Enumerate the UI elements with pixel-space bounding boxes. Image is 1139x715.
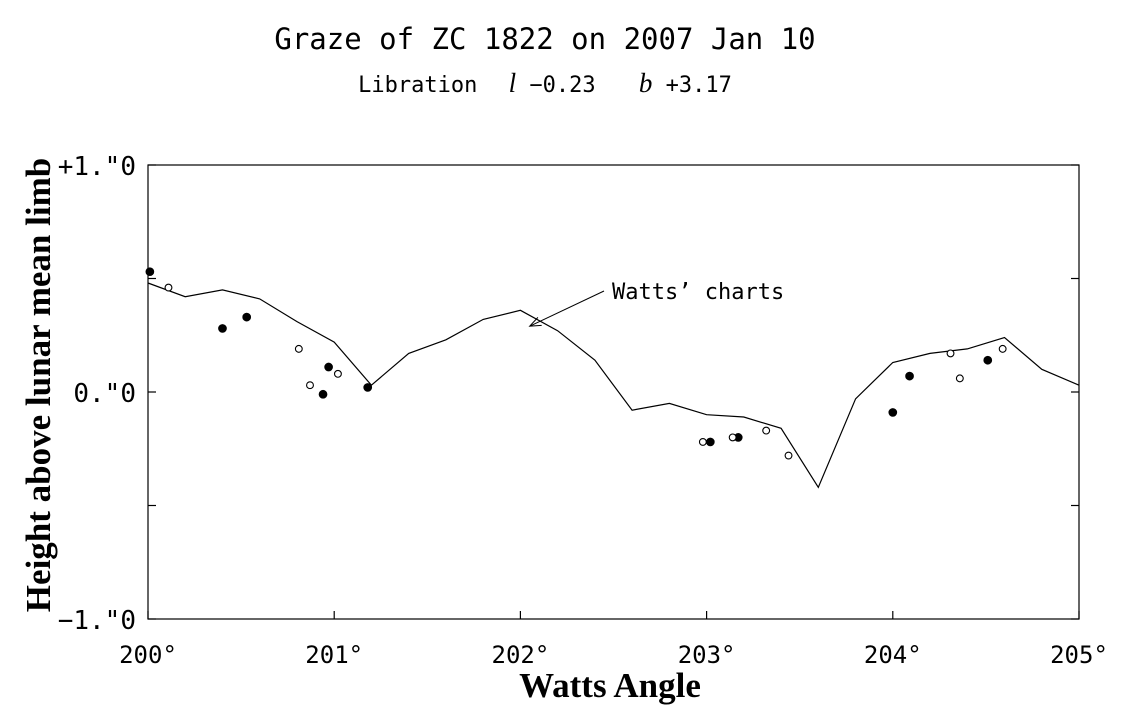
x-tick-label: 201° bbox=[305, 641, 363, 669]
observation-point-filled bbox=[318, 389, 328, 399]
observation-point-filled bbox=[363, 383, 373, 392]
watts-chart-profile-line bbox=[147, 282, 1080, 489]
profile-line-group bbox=[147, 282, 1080, 489]
data-points bbox=[145, 267, 1007, 460]
plot-frame bbox=[147, 164, 1080, 620]
observation-point-filled bbox=[888, 408, 898, 417]
observation-point-open bbox=[762, 426, 771, 435]
axis-ticks bbox=[147, 164, 1080, 620]
observation-point-open bbox=[955, 374, 964, 383]
observation-point-open bbox=[333, 369, 342, 378]
observation-point-open bbox=[784, 451, 793, 460]
libration-l-symbol: l bbox=[509, 68, 517, 98]
observation-point-open bbox=[294, 344, 303, 353]
observation-point-filled bbox=[242, 312, 252, 322]
annotation-arrow-head bbox=[528, 317, 542, 327]
x-axis-label: Watts Angle bbox=[519, 666, 701, 705]
observation-point-filled bbox=[145, 267, 155, 277]
observation-point-filled bbox=[324, 362, 333, 372]
libration-b-symbol: b bbox=[639, 68, 653, 98]
observation-point-filled bbox=[218, 324, 227, 333]
y-tick-label: −1."0 bbox=[58, 606, 136, 636]
chart-title: Graze of ZC 1822 on 2007 Jan 10 bbox=[274, 22, 815, 56]
x-tick-label: 203° bbox=[678, 641, 736, 669]
x-tick-label: 204° bbox=[864, 641, 922, 669]
y-tick-label: +1."0 bbox=[58, 152, 136, 182]
y-tick-label: 0."0 bbox=[73, 379, 136, 409]
chart-subtitle: Libration l −0.23 b +3.17 bbox=[358, 68, 732, 98]
annotation-label: Watts’ charts bbox=[612, 280, 784, 305]
x-tick-label: 200° bbox=[119, 641, 177, 669]
observation-point-open bbox=[306, 381, 314, 390]
observation-point-filled bbox=[983, 355, 993, 365]
annotation-group: Watts’ charts bbox=[528, 280, 784, 327]
observation-point-filled bbox=[705, 437, 715, 447]
observation-point-open bbox=[998, 344, 1007, 353]
libration-b-value: +3.17 bbox=[666, 73, 732, 98]
subtitle-prefix: Libration bbox=[358, 73, 477, 98]
observation-point-filled bbox=[905, 371, 914, 381]
observation-point-open bbox=[698, 437, 707, 446]
tick-labels: 200° 201° 202° 203° 204° 205° +1."0 0."0 −1."0 bbox=[58, 152, 1108, 669]
x-tick-label: 202° bbox=[492, 641, 550, 669]
observation-point-open bbox=[728, 433, 737, 442]
observation-point-open bbox=[946, 349, 955, 358]
y-axis-label: Height above lunar mean limb bbox=[19, 158, 58, 612]
libration-l-value: −0.23 bbox=[529, 73, 595, 98]
x-tick-label: 205° bbox=[1050, 641, 1108, 669]
annotation-arrow-shaft bbox=[529, 290, 605, 327]
observation-point-open bbox=[164, 283, 173, 292]
